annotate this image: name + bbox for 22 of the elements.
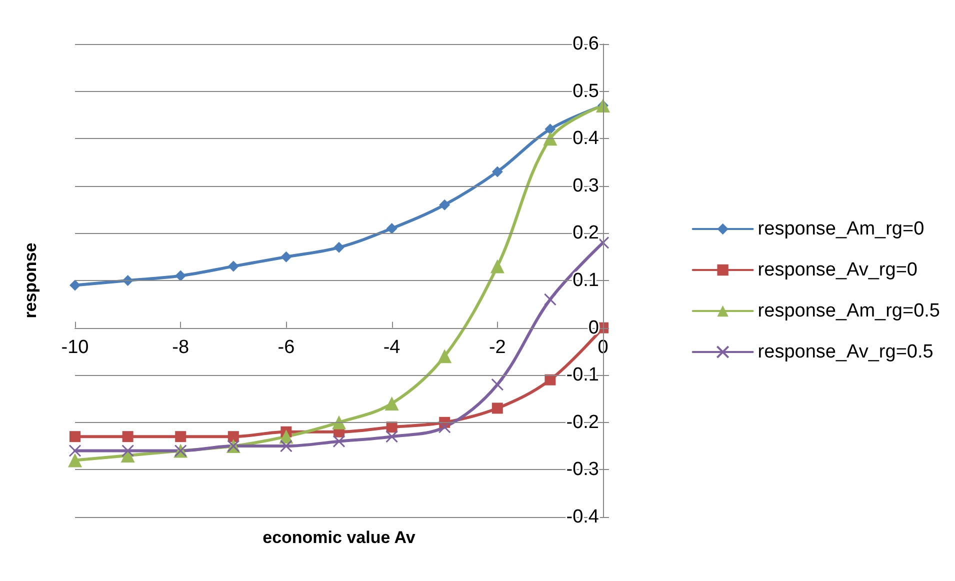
y-tick-label: 0 (588, 317, 599, 338)
y-tick-label: -0.4 (566, 506, 600, 528)
y-tick-label: 0.2 (572, 222, 599, 244)
legend-label: response_Am_rg=0.5 (758, 300, 940, 322)
legend-label: response_Av_rg=0.5 (758, 342, 934, 362)
x-tick-label: -4 (383, 336, 401, 358)
x-tick-label: -10 (61, 336, 89, 358)
y-tick-label: 0.4 (572, 128, 600, 150)
x-tick-label: -8 (172, 336, 190, 358)
x-tick-label: -6 (278, 336, 295, 358)
y-axis-title: response (21, 242, 40, 318)
x-axis-title: economic value Av (262, 528, 416, 547)
y-tick-label: -0.2 (566, 412, 599, 433)
legend-label: response_Av_rg=0 (758, 260, 918, 280)
y-tick-label: 0.6 (572, 34, 599, 54)
y-tick-label: 0.5 (572, 80, 599, 102)
y-tick-label: 0.1 (572, 270, 599, 291)
legend-label: response_Am_rg=0 (758, 218, 924, 240)
y-tick-label: 0.3 (572, 175, 599, 196)
x-tick-label: -2 (488, 336, 506, 358)
y-tick-label: -0.1 (566, 364, 599, 386)
y-tick-label: -0.3 (566, 459, 599, 480)
